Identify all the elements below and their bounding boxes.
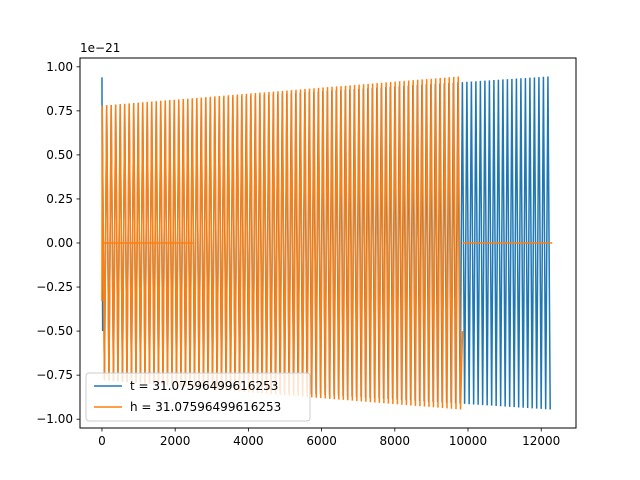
x-tick-label: 0 — [98, 434, 106, 448]
series-line-2 — [101, 76, 464, 410]
legend-label-1: t = 31.07596499616253 — [130, 379, 278, 393]
y-axis: −1.00 −0.75 −0.50 −0.25 0.00 0.25 0.50 0.75 1.00 — [36, 60, 80, 426]
y-tick-label: 0.00 — [46, 236, 73, 250]
x-tick-label: 10000 — [449, 434, 487, 448]
y-tick-label: −0.25 — [36, 280, 73, 294]
y-tick-label: 0.75 — [46, 104, 73, 118]
legend-box — [85, 372, 311, 422]
y-offset-label: 1e−21 — [80, 41, 120, 55]
y-tick-label: −0.75 — [36, 368, 73, 382]
y-tick-label: 0.50 — [46, 148, 73, 162]
x-tick-label: 8000 — [380, 434, 411, 448]
legend-label-2: h = 31.07596499616253 — [130, 400, 281, 414]
legend: t = 31.07596499616253 h = 31.075964996162… — [85, 372, 311, 422]
y-tick-label: 1.00 — [46, 60, 73, 74]
y-tick-label: −0.50 — [36, 324, 73, 338]
y-tick-label: 0.25 — [46, 192, 73, 206]
x-axis: 0 2000 4000 6000 8000 10000 12000 — [98, 428, 560, 448]
x-tick-label: 12000 — [522, 434, 560, 448]
series-layer — [101, 76, 553, 410]
x-tick-label: 6000 — [306, 434, 337, 448]
x-tick-label: 2000 — [160, 434, 191, 448]
y-tick-label: −1.00 — [36, 412, 73, 426]
x-tick-label: 4000 — [233, 434, 264, 448]
